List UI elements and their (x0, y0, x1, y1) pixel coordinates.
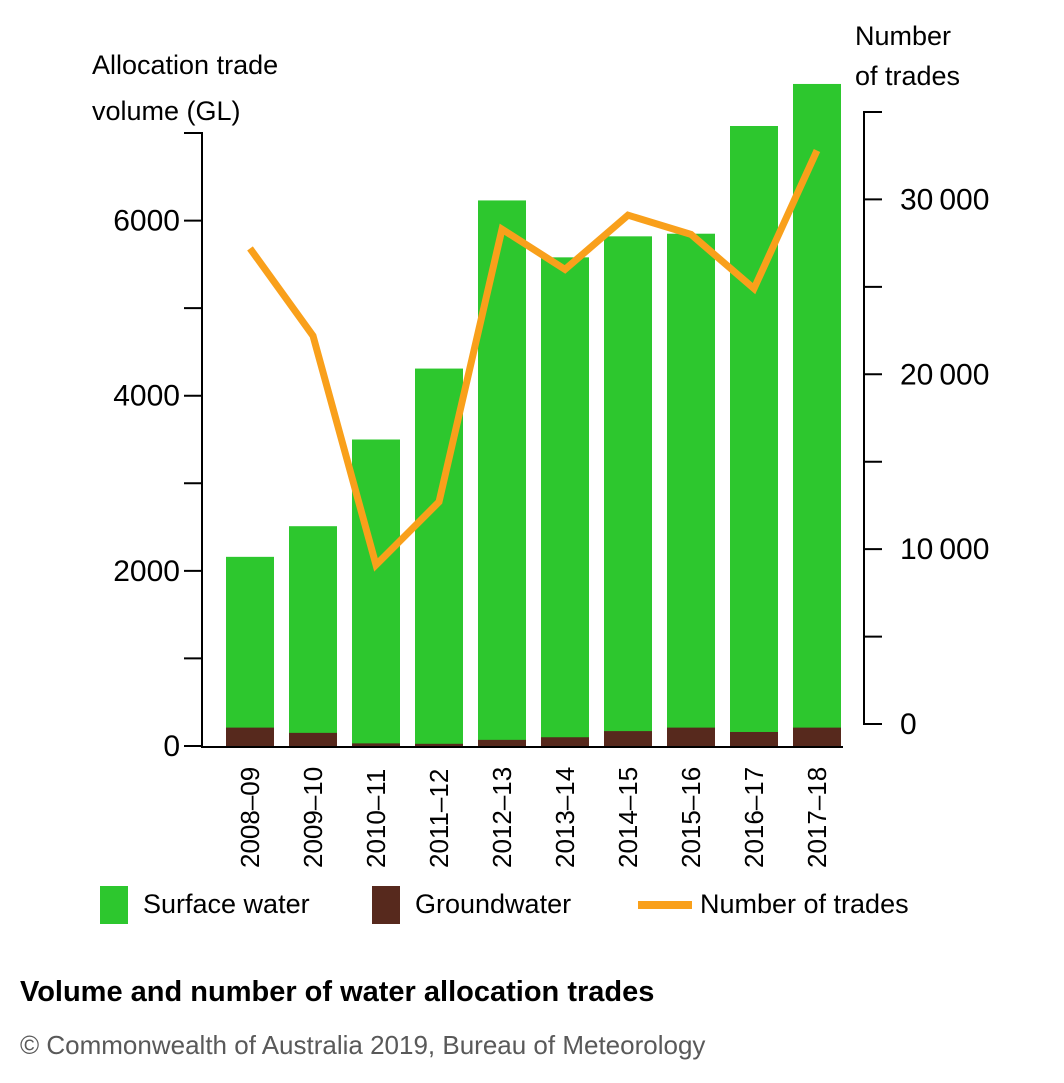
groundwater-bar-2011–12 (415, 743, 463, 747)
left-axis-tick-label: 0 (163, 730, 180, 763)
right-axis-tick-label: 20 000 (900, 358, 989, 391)
x-axis-label: 2009–10 (298, 767, 328, 868)
surface-water-swatch-icon (100, 886, 128, 924)
left-axis-title-line2: volume (GL) (92, 96, 241, 126)
surface-water-bar-2012–13 (478, 200, 526, 747)
x-axis-label: 2012–13 (487, 767, 517, 868)
surface-water-bar-2013–14 (541, 257, 589, 747)
surface-water-bar-2009–10 (289, 526, 337, 747)
x-axis-label: 2010–11 (361, 769, 391, 868)
right-axis-tick-label: 10 000 (900, 533, 989, 566)
chart-title: Volume and number of water allocation tr… (20, 976, 655, 1008)
x-axis-label: 2008–09 (235, 767, 265, 868)
groundwater-bar-2010–11 (352, 743, 400, 747)
surface-water-bar-2014–15 (604, 236, 652, 747)
left-axis-title: Allocation trade volume (GL) (92, 42, 278, 134)
x-axis-label: 2011–12 (424, 769, 454, 868)
trades-line (247, 149, 821, 572)
surface-water-bar-2010–11 (352, 439, 400, 747)
left-axis-tick-label: 2000 (113, 555, 180, 588)
right-axis-title-line2: of trades (855, 61, 961, 91)
chart-canvas: 0 2000 4000 6000 0 10 000 20 000 30 000 2008–09 2… (113, 83, 989, 868)
groundwater-bar-2016–17 (730, 731, 778, 747)
groundwater-swatch-icon (372, 886, 400, 924)
trades-line-swatch-icon (638, 901, 692, 909)
groundwater-bar-2017–18 (793, 727, 841, 747)
x-axis-label: 2016–17 (739, 767, 769, 868)
surface-water-bar-2016–17 (730, 125, 778, 748)
surface-water-bar-2017–18 (793, 83, 841, 747)
groundwater-bar-2012–13 (478, 739, 526, 747)
x-axis-label: 2015–16 (676, 767, 706, 868)
left-axis-title-line1: Allocation trade (92, 50, 279, 80)
right-axis-tick-label: 0 (900, 708, 917, 741)
x-axis-label: 2014–15 (613, 767, 643, 868)
legend-label-number-of-trades: Number of trades (700, 889, 909, 919)
copyright-footer: © Commonwealth of Australia 2019, Bureau… (20, 1030, 706, 1060)
groundwater-bar-2008–09 (226, 727, 274, 747)
right-axis-title: Number of trades (855, 16, 960, 96)
left-axis-tick-label: 4000 (113, 380, 180, 413)
groundwater-bar-2009–10 (289, 732, 337, 747)
groundwater-bar-2013–14 (541, 737, 589, 747)
surface-water-bar-2015–16 (667, 233, 715, 747)
right-axis-tick-label: 30 000 (900, 183, 989, 216)
x-axis-label: 2017–18 (802, 767, 832, 868)
x-axis-label: 2013–14 (550, 767, 580, 868)
legend-label-surface-water: Surface water (143, 889, 310, 919)
groundwater-bar-2015–16 (667, 727, 715, 747)
left-axis (184, 132, 843, 748)
groundwater-bar-2014–15 (604, 731, 652, 747)
right-axis (863, 111, 882, 725)
left-axis-tick-label: 6000 (113, 205, 180, 238)
right-axis-title-line1: Number (855, 21, 952, 51)
surface-water-bar-2008–09 (226, 556, 274, 747)
legend-label-groundwater: Groundwater (415, 889, 572, 919)
